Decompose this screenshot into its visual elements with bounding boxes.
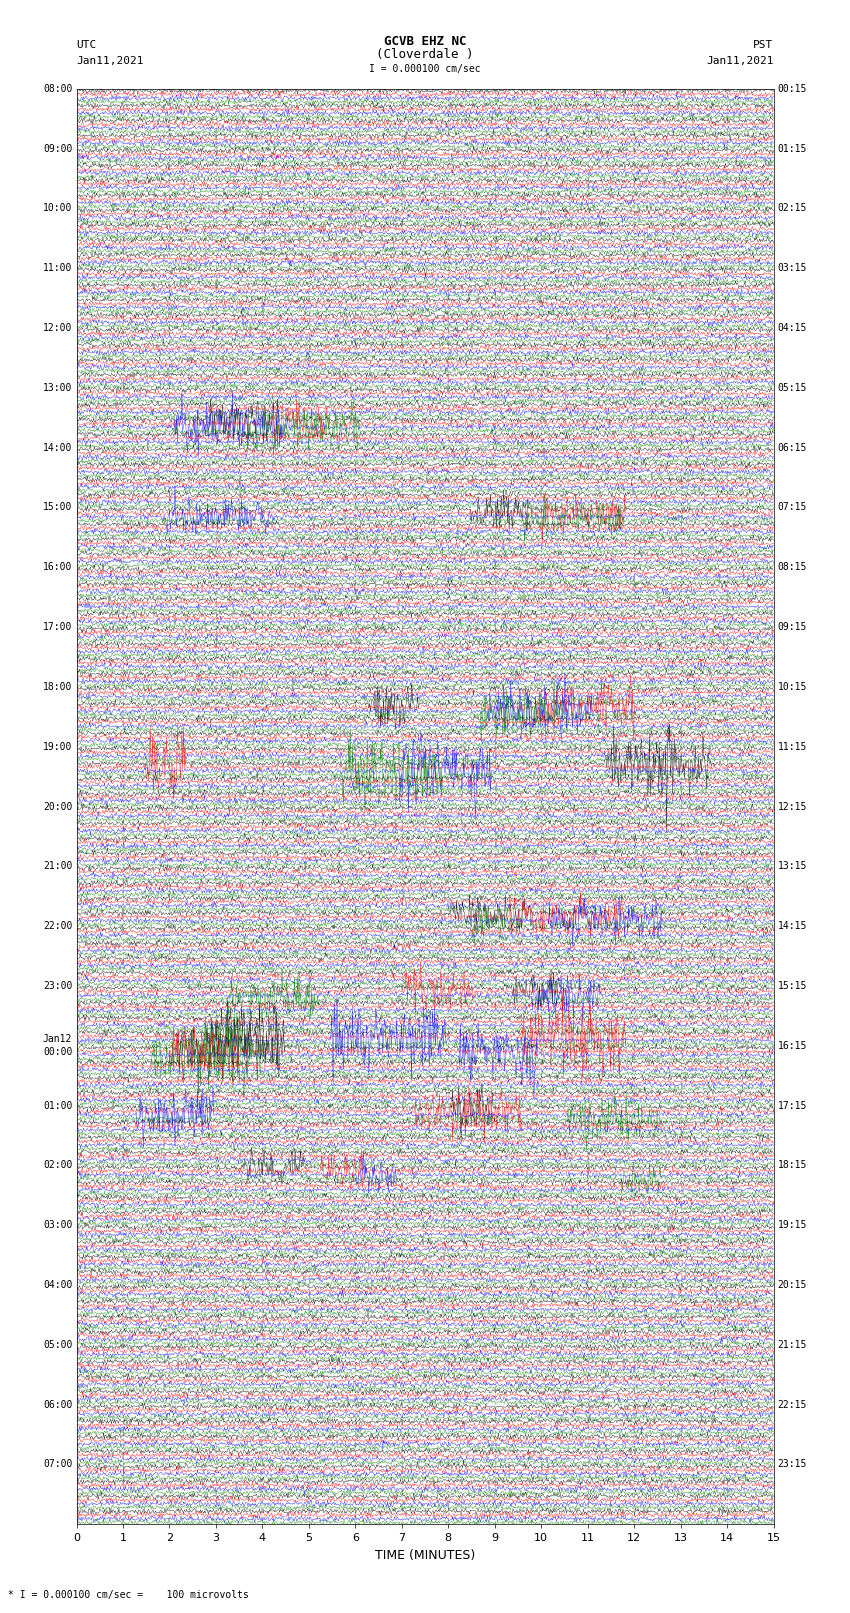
Text: 01:00: 01:00 (42, 1100, 72, 1111)
Text: * I = 0.000100 cm/sec =    100 microvolts: * I = 0.000100 cm/sec = 100 microvolts (8, 1590, 249, 1600)
Text: 15:00: 15:00 (42, 502, 72, 513)
Text: 22:15: 22:15 (778, 1400, 807, 1410)
Text: 23:15: 23:15 (778, 1460, 807, 1469)
Text: Jan11,2021: Jan11,2021 (706, 56, 774, 66)
Text: 00:15: 00:15 (778, 84, 807, 94)
Text: 14:00: 14:00 (42, 442, 72, 453)
Text: 17:00: 17:00 (42, 623, 72, 632)
Text: 10:15: 10:15 (778, 682, 807, 692)
Text: 12:00: 12:00 (42, 323, 72, 332)
Text: 19:15: 19:15 (778, 1219, 807, 1231)
Text: 08:15: 08:15 (778, 563, 807, 573)
Text: 21:15: 21:15 (778, 1340, 807, 1350)
Text: 11:00: 11:00 (42, 263, 72, 273)
Text: 17:15: 17:15 (778, 1100, 807, 1111)
Text: 01:15: 01:15 (778, 144, 807, 153)
Text: 10:00: 10:00 (42, 203, 72, 213)
Text: 06:15: 06:15 (778, 442, 807, 453)
Text: 16:15: 16:15 (778, 1040, 807, 1050)
Text: 21:00: 21:00 (42, 861, 72, 871)
Text: 13:15: 13:15 (778, 861, 807, 871)
Text: 03:00: 03:00 (42, 1219, 72, 1231)
Text: 16:00: 16:00 (42, 563, 72, 573)
Text: PST: PST (753, 40, 774, 50)
Text: 04:15: 04:15 (778, 323, 807, 332)
Text: 22:00: 22:00 (42, 921, 72, 931)
Text: 03:15: 03:15 (778, 263, 807, 273)
Text: 00:00: 00:00 (42, 1047, 72, 1057)
Text: 23:00: 23:00 (42, 981, 72, 990)
Text: 15:15: 15:15 (778, 981, 807, 990)
Text: (Cloverdale ): (Cloverdale ) (377, 48, 473, 61)
Text: Jan11,2021: Jan11,2021 (76, 56, 144, 66)
Text: 14:15: 14:15 (778, 921, 807, 931)
Text: 08:00: 08:00 (42, 84, 72, 94)
Text: GCVB EHZ NC: GCVB EHZ NC (383, 35, 467, 48)
Text: 02:15: 02:15 (778, 203, 807, 213)
Text: 05:00: 05:00 (42, 1340, 72, 1350)
Text: 09:15: 09:15 (778, 623, 807, 632)
X-axis label: TIME (MINUTES): TIME (MINUTES) (375, 1548, 475, 1561)
Text: 07:00: 07:00 (42, 1460, 72, 1469)
Text: 04:00: 04:00 (42, 1281, 72, 1290)
Text: 07:15: 07:15 (778, 502, 807, 513)
Text: UTC: UTC (76, 40, 97, 50)
Text: 09:00: 09:00 (42, 144, 72, 153)
Text: 13:00: 13:00 (42, 382, 72, 394)
Text: 18:00: 18:00 (42, 682, 72, 692)
Text: Jan12: Jan12 (42, 1034, 72, 1044)
Text: 11:15: 11:15 (778, 742, 807, 752)
Text: 12:15: 12:15 (778, 802, 807, 811)
Text: 06:00: 06:00 (42, 1400, 72, 1410)
Text: 19:00: 19:00 (42, 742, 72, 752)
Text: 18:15: 18:15 (778, 1160, 807, 1171)
Text: 05:15: 05:15 (778, 382, 807, 394)
Text: I = 0.000100 cm/sec: I = 0.000100 cm/sec (369, 65, 481, 74)
Text: 20:00: 20:00 (42, 802, 72, 811)
Text: 02:00: 02:00 (42, 1160, 72, 1171)
Text: 20:15: 20:15 (778, 1281, 807, 1290)
